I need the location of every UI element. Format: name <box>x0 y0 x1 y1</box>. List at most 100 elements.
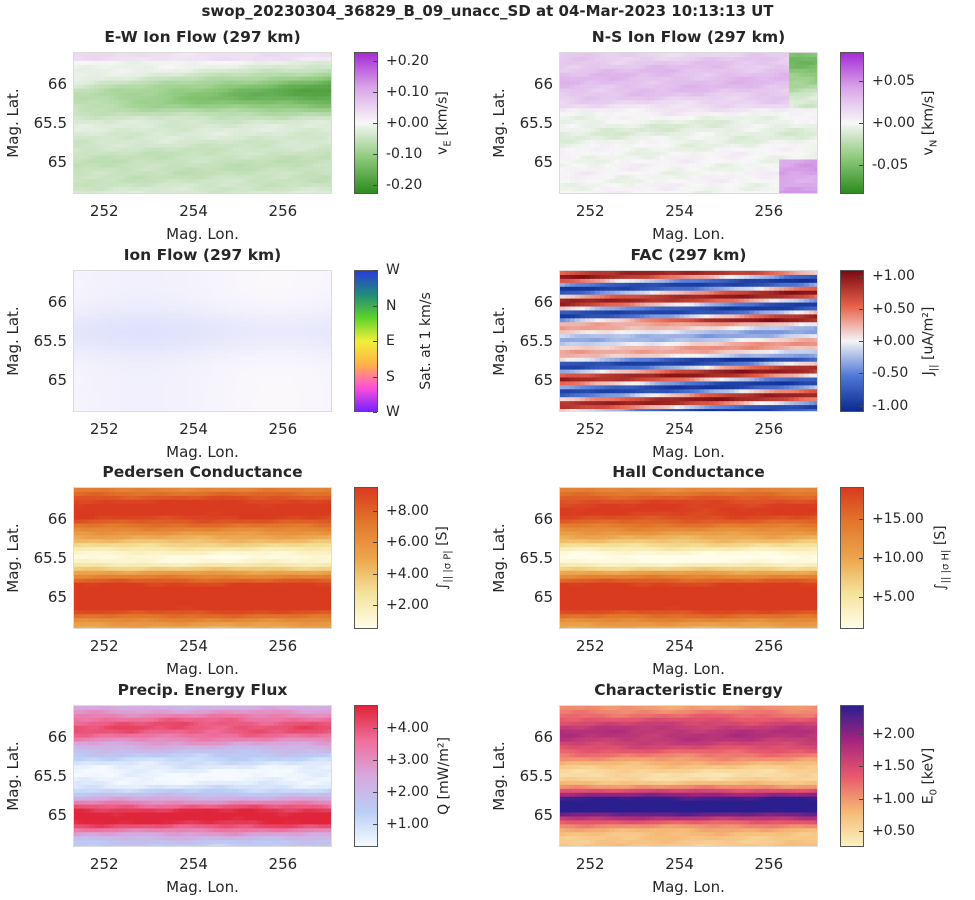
heatmap-cell <box>188 112 195 117</box>
heatmap-cell <box>238 60 244 66</box>
heatmap-cell <box>644 56 651 62</box>
heatmap-cell <box>749 155 755 161</box>
heatmap-cell <box>118 139 125 145</box>
heatmap-cell <box>694 120 701 125</box>
heatmap-cell <box>268 124 274 129</box>
heatmap-cell <box>754 108 760 113</box>
heatmap-cell <box>709 143 715 149</box>
heatmap-cell <box>569 143 576 149</box>
heatmap-cell <box>764 76 770 82</box>
heatmap-cell <box>118 143 125 149</box>
heatmap-cell <box>594 108 601 113</box>
heatmap-cell <box>88 131 95 137</box>
heatmap-cell <box>744 80 750 86</box>
heatmap-cell <box>228 183 234 188</box>
heatmap-cell <box>273 342 279 347</box>
heatmap-cell <box>784 171 790 176</box>
heatmap-cell <box>158 76 165 82</box>
heatmap-cell <box>113 124 120 129</box>
heatmap-cell <box>694 80 701 86</box>
heatmap-cell <box>273 108 279 113</box>
heatmap-cell <box>203 334 210 339</box>
heatmap-cell <box>78 124 85 129</box>
heatmap-cell <box>223 108 229 113</box>
heatmap-cell <box>198 84 205 90</box>
heatmap-cell <box>248 100 254 105</box>
heatmap-cell <box>579 53 586 58</box>
heatmap-cell <box>133 298 140 304</box>
heatmap-cell <box>809 143 815 149</box>
heatmap-cell <box>794 88 800 94</box>
heatmap-cell <box>108 179 115 184</box>
heatmap-cell <box>88 147 95 153</box>
heatmap-cell <box>158 116 165 121</box>
heatmap-cell <box>774 72 780 78</box>
heatmap-cell <box>133 131 140 137</box>
heatmap-cell <box>123 294 130 300</box>
heatmap-cell <box>308 72 314 78</box>
heatmap-cell <box>88 159 95 165</box>
heatmap-cell <box>699 64 706 70</box>
heatmap-cell <box>784 183 790 188</box>
heatmap-cell <box>764 80 770 86</box>
heatmap-cell <box>123 84 130 90</box>
heatmap-cell <box>273 349 279 355</box>
heatmap-cell <box>78 127 85 133</box>
heatmap-cell <box>158 274 165 280</box>
heatmap-cell <box>288 282 294 288</box>
heatmap-cell <box>313 96 319 101</box>
heatmap-cell <box>599 163 606 168</box>
heatmap-cell <box>133 290 140 296</box>
heatmap-cell <box>639 76 646 82</box>
heatmap-cell <box>273 100 279 105</box>
heatmap-cell <box>619 171 626 176</box>
heatmap-cell <box>208 60 215 66</box>
heatmap-cell <box>599 120 606 125</box>
heatmap-cell <box>198 342 205 347</box>
heatmap-cell <box>298 322 304 327</box>
heatmap-cell <box>313 318 319 323</box>
heatmap-cell <box>574 187 581 192</box>
heatmap-cell <box>98 120 105 125</box>
heatmap-cell <box>293 326 299 331</box>
heatmap-cell <box>283 92 289 97</box>
heatmap-cell <box>814 53 817 58</box>
heatmap-cell <box>719 131 725 137</box>
heatmap-cell <box>814 167 817 172</box>
heatmap-cell <box>654 163 661 168</box>
heatmap-cell <box>704 76 711 82</box>
heatmap-cell <box>328 342 331 347</box>
heatmap-cell <box>754 191 760 193</box>
heatmap-cell <box>298 357 304 363</box>
heatmap-cell <box>614 151 621 157</box>
heatmap-cell <box>148 274 155 280</box>
heatmap-cell <box>313 290 319 296</box>
heatmap-cell <box>719 104 725 109</box>
heatmap-cell <box>138 187 145 192</box>
heatmap-cell <box>619 92 626 97</box>
heatmap-cell <box>253 88 259 94</box>
heatmap-cell <box>218 345 225 351</box>
heatmap-cell <box>203 56 210 62</box>
heatmap-cell <box>228 330 234 335</box>
heatmap-cell <box>153 72 160 78</box>
heatmap-cell <box>589 80 596 86</box>
heatmap-cell <box>619 139 626 145</box>
heatmap-cell <box>118 127 125 133</box>
heatmap-cell <box>153 349 160 355</box>
heatmap-cell <box>248 60 254 66</box>
heatmap-cell <box>258 100 264 105</box>
heatmap-cell <box>699 120 706 125</box>
heatmap-cell <box>163 127 170 133</box>
heatmap-cell <box>699 151 706 157</box>
heatmap-cell <box>193 322 200 327</box>
heatmap-cell <box>88 100 95 105</box>
heatmap-cell <box>103 183 110 188</box>
heatmap-cell <box>138 139 145 145</box>
heatmap-cell <box>248 163 254 168</box>
heatmap-cell <box>574 64 581 70</box>
heatmap-cell <box>303 353 309 359</box>
heatmap-cell <box>288 179 294 184</box>
heatmap-cell <box>208 294 215 300</box>
heatmap-cell <box>564 68 571 74</box>
